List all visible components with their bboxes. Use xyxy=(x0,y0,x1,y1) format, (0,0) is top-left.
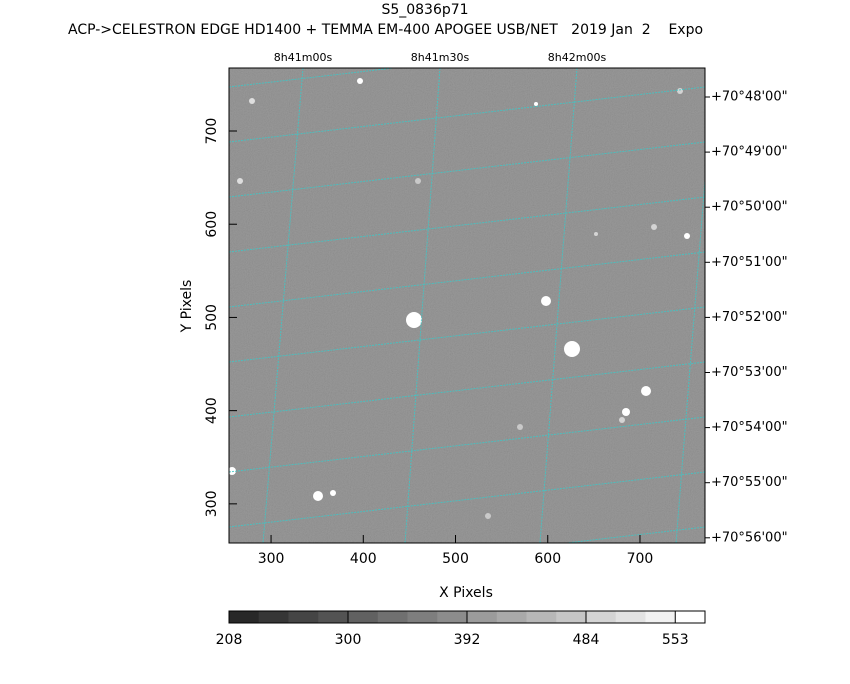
x-axis-label: X Pixels xyxy=(439,585,493,601)
x-tick-label: 500 xyxy=(442,551,469,567)
colorbar-step xyxy=(496,611,527,623)
plot-frame xyxy=(228,67,706,544)
colorbar-step xyxy=(348,611,379,623)
colorbar-tick-label: 484 xyxy=(573,632,600,648)
y-tick-label: 300 xyxy=(204,490,220,517)
chart-title: S5_0836p71 xyxy=(381,2,468,18)
colorbar-step xyxy=(318,611,349,623)
x-tick-label: 600 xyxy=(534,551,561,567)
ra-label: 8h42m00s xyxy=(548,51,607,64)
colorbar-tick-label: 392 xyxy=(454,632,481,648)
stars xyxy=(229,78,690,519)
colorbar-step xyxy=(258,611,289,623)
colorbar-step xyxy=(377,611,408,623)
colorbar: 208 300 392 484 553 xyxy=(216,610,706,648)
colorbar-step xyxy=(229,611,260,623)
colorbar-step xyxy=(645,611,676,623)
chart-subtitle: ACP->CELESTRON EDGE HD1400 + TEMMA EM-40… xyxy=(68,22,703,38)
colorbar-tick-label: 300 xyxy=(335,632,362,648)
x-tick-label: 400 xyxy=(350,551,377,567)
y-tick-label: 600 xyxy=(204,211,220,238)
dec-label: +70°56'00" xyxy=(711,530,788,545)
ra-label: 8h41m30s xyxy=(411,51,470,64)
y-tick-label: 500 xyxy=(204,304,220,331)
colorbar-step xyxy=(586,611,617,623)
ra-label: 8h41m00s xyxy=(274,51,333,64)
x-tick-label: 300 xyxy=(258,551,285,567)
y-axis-label: Y Pixels xyxy=(179,280,195,334)
coordinate-grid xyxy=(229,68,705,543)
dec-label: +70°48'00" xyxy=(711,90,788,105)
y-tick-label: 700 xyxy=(204,118,220,145)
sky-image xyxy=(229,68,705,543)
dec-label: +70°55'00" xyxy=(711,475,788,490)
dec-label: +70°53'00" xyxy=(711,365,788,380)
dec-label: +70°49'00" xyxy=(711,145,788,160)
dec-label: +70°52'00" xyxy=(711,310,788,325)
colorbar-step xyxy=(556,611,587,623)
colorbar-step xyxy=(675,611,706,623)
y-tick-label: 400 xyxy=(204,397,220,424)
dec-label: +70°54'00" xyxy=(711,420,788,435)
dec-label: +70°50'00" xyxy=(711,200,788,215)
colorbar-step xyxy=(615,611,646,623)
colorbar-step xyxy=(288,611,319,623)
colorbar-tick-label: 208 xyxy=(216,632,243,648)
x-tick-label: 700 xyxy=(627,551,654,567)
colorbar-step xyxy=(526,611,557,623)
colorbar-tick-label: 553 xyxy=(662,632,689,648)
dec-label: +70°51'00" xyxy=(711,255,788,270)
colorbar-step xyxy=(467,611,498,623)
image-noise xyxy=(229,68,705,543)
colorbar-step xyxy=(407,611,438,623)
colorbar-step xyxy=(437,611,468,623)
